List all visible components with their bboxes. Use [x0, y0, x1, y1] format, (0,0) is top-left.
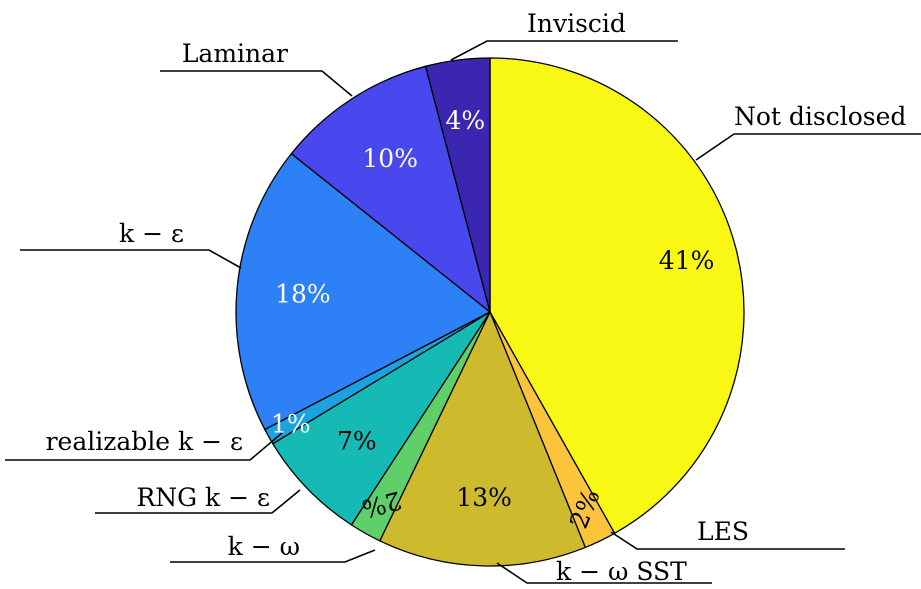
pie-percent-label-laminar-7: 10%: [362, 144, 418, 173]
leader-line-les-1: [610, 531, 845, 550]
leader-line-k-3: [170, 549, 376, 563]
pie-percent-label-rng-k-4: 7%: [337, 427, 377, 456]
leader-line-not-disclosed-0: [695, 133, 921, 161]
pie-category-labels: Not disclosed LES k − ω SST k − ω RNG k − ε r…: [46, 9, 907, 586]
leader-line-realizable-k-5: [5, 432, 283, 461]
pie-slices: [235, 57, 745, 567]
pie-leader-lines: [5, 40, 921, 584]
pie-percent-label-inviscid-8: 4%: [445, 106, 485, 135]
leader-line-k-6: [20, 249, 242, 269]
pie-percent-label-k-sst-2: 13%: [456, 483, 512, 512]
category-label-realizable-k-5: realizable k − ε: [46, 427, 243, 456]
leader-line-k-sst-2: [496, 562, 712, 584]
pie-slice-k-sst-2: [378, 310, 587, 567]
category-label-k-sst-2: k − ω SST: [556, 557, 687, 586]
category-label-k-3: k − ω: [228, 532, 300, 561]
category-label-rng-k-4: RNG k − ε: [136, 483, 270, 512]
category-label-not-disclosed-0: Not disclosed: [734, 102, 906, 131]
pie-percent-label-realizable-k-5: 1%: [271, 410, 311, 439]
leader-line-inviscid-8: [450, 40, 678, 61]
category-label-les-1: LES: [697, 517, 749, 546]
pie-slice-laminar-7: [290, 65, 492, 314]
leader-line-rng-k-4: [95, 489, 301, 514]
category-label-laminar-7: Laminar: [182, 39, 288, 68]
pie-percent-label-k-6: 18%: [275, 280, 331, 309]
pie-slice-inviscid-8: [424, 57, 491, 313]
pie-percent-label-not-disclosed-0: 41%: [659, 246, 715, 275]
pie-slice-rng-k-4: [271, 311, 491, 526]
pie-slice-k-6: [235, 152, 492, 431]
leader-line-laminar-7: [160, 70, 353, 97]
pie-slice-not-disclosed-0: [489, 57, 745, 535]
category-label-k-6: k − ε: [119, 219, 184, 248]
category-label-inviscid-8: Inviscid: [527, 9, 626, 38]
